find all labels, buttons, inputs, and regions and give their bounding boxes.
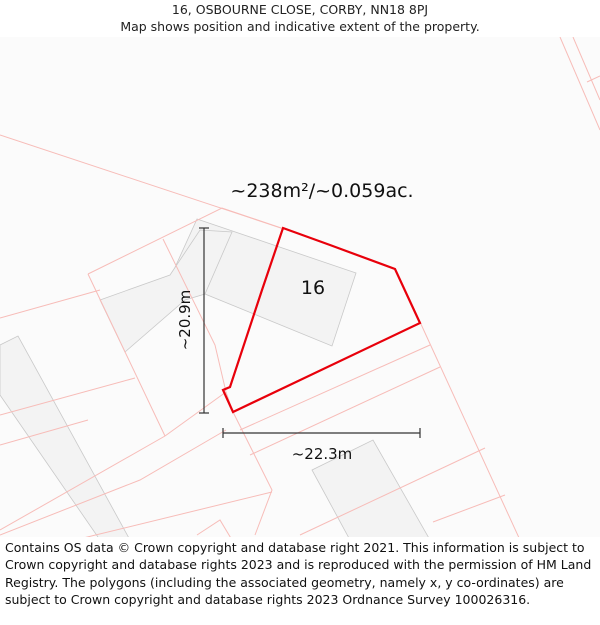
map-header: 16, OSBOURNE CLOSE, CORBY, NN18 8PJ Map … [0,0,600,38]
height-dimension-line [199,227,209,414]
property-address: 16, OSBOURNE CLOSE, CORBY, NN18 8PJ [171,2,429,17]
width-dimension-line [222,428,421,438]
map-subtitle: Map shows position and indicative extent… [120,19,480,34]
building-left-strip [0,335,129,537]
copyright-notice: Contains OS data © Crown copyright and d… [5,540,592,607]
property-map[interactable]: ~238m²/~0.059ac. 16 ~20.9m ~22.3m [0,37,600,537]
building-west [99,229,233,353]
plot-number-label: 16 [301,277,325,299]
width-dimension-label: ~22.3m [292,445,353,463]
building-south [311,439,429,537]
boundary-lines [0,37,600,537]
height-dimension-label: ~20.9m [176,290,194,351]
buildings [0,218,429,537]
property-boundary[interactable] [221,226,422,414]
area-label: ~238m²/~0.059ac. [230,180,413,202]
